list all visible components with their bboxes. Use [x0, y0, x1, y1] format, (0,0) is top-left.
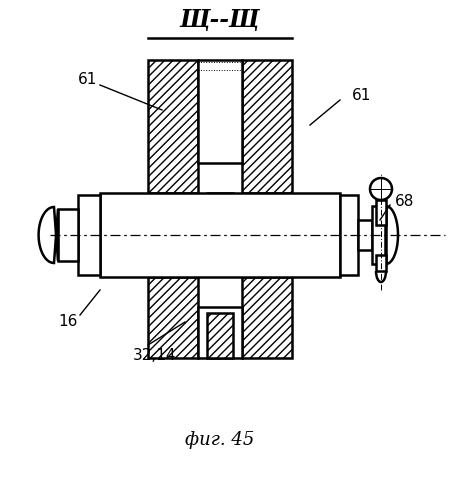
Text: Щ--Щ: Щ--Щ: [180, 8, 260, 32]
Bar: [58, 209, 78, 261]
Polygon shape: [386, 206, 398, 264]
Bar: [340, 195, 358, 275]
Text: 61: 61: [352, 88, 372, 102]
Text: 16: 16: [58, 314, 78, 330]
Bar: [100, 193, 340, 277]
Bar: [207, 193, 233, 231]
Bar: [78, 195, 100, 275]
Bar: [376, 200, 386, 225]
Circle shape: [370, 178, 392, 200]
Text: 68: 68: [395, 194, 414, 210]
Bar: [242, 277, 292, 358]
Text: фиг. 45: фиг. 45: [186, 431, 255, 449]
Bar: [207, 313, 233, 358]
Text: 61: 61: [78, 72, 98, 88]
Bar: [376, 255, 386, 271]
Bar: [358, 220, 372, 250]
Bar: [242, 60, 292, 193]
Bar: [372, 206, 386, 264]
Polygon shape: [39, 207, 58, 263]
Bar: [198, 307, 242, 358]
Bar: [148, 60, 198, 193]
Text: 32,14: 32,14: [133, 348, 177, 362]
Bar: [148, 277, 198, 358]
Bar: [198, 60, 242, 163]
